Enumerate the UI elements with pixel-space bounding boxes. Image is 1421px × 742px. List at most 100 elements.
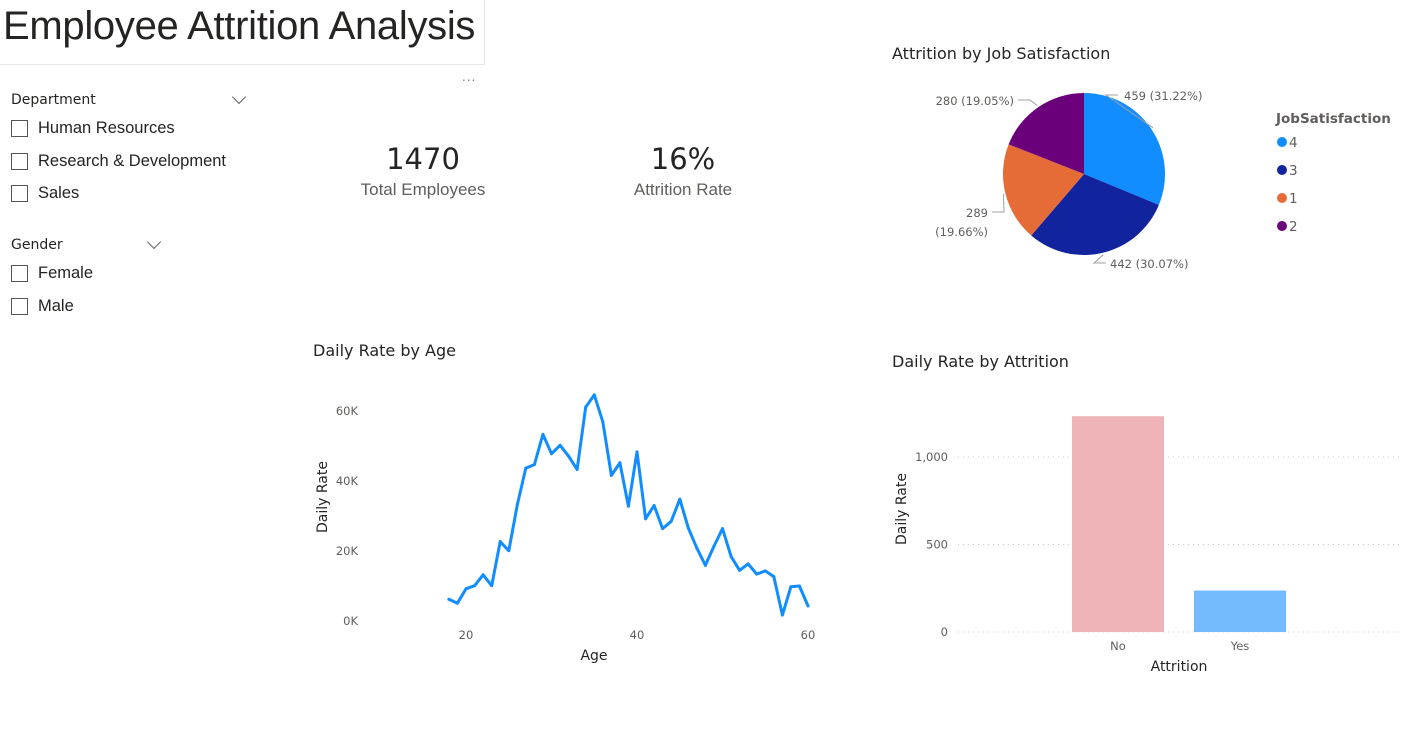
data-point[interactable] bbox=[584, 405, 588, 409]
option-label: Sales bbox=[38, 184, 80, 202]
y-tick-label: 20K bbox=[336, 544, 359, 558]
checkbox[interactable] bbox=[11, 298, 28, 315]
data-point[interactable] bbox=[515, 503, 519, 507]
data-point[interactable] bbox=[507, 549, 511, 553]
pie-data-label-3: 442 (30.07%) bbox=[1110, 257, 1188, 271]
y-tick-label: 60K bbox=[336, 404, 359, 418]
pie-data-label-1-value: 289 bbox=[966, 206, 988, 220]
legend-item-4[interactable]: 4 bbox=[1277, 135, 1298, 151]
data-point[interactable] bbox=[806, 604, 810, 608]
legend-label: 2 bbox=[1289, 219, 1298, 235]
data-point[interactable] bbox=[721, 527, 724, 531]
checkbox[interactable] bbox=[11, 265, 28, 282]
chevron-down-icon[interactable] bbox=[231, 89, 247, 105]
pie-slice-4[interactable] bbox=[1084, 93, 1165, 205]
y-tick-label: 0K bbox=[343, 614, 358, 628]
legend-marker bbox=[1277, 193, 1287, 203]
legend-title: JobSatisfaction bbox=[1275, 111, 1391, 127]
legend-marker bbox=[1277, 137, 1287, 147]
data-point[interactable] bbox=[464, 587, 468, 591]
data-point[interactable] bbox=[455, 601, 459, 605]
data-point[interactable] bbox=[550, 452, 553, 456]
data-point[interactable] bbox=[644, 517, 648, 521]
option-label: Research & Development bbox=[38, 152, 227, 170]
legend-marker bbox=[1277, 165, 1287, 175]
pie-slice-3[interactable] bbox=[1031, 174, 1159, 255]
data-point[interactable] bbox=[746, 562, 750, 566]
data-point[interactable] bbox=[661, 527, 665, 531]
data-point[interactable] bbox=[652, 504, 656, 507]
checkbox[interactable] bbox=[11, 185, 28, 202]
data-point[interactable] bbox=[755, 572, 759, 576]
data-point[interactable] bbox=[678, 497, 682, 501]
slicer-option-male[interactable]: Male bbox=[11, 297, 74, 316]
x-tick-label: Yes bbox=[1230, 639, 1250, 653]
leader-line bbox=[1104, 94, 1154, 129]
data-point[interactable] bbox=[703, 563, 707, 567]
data-point[interactable] bbox=[481, 573, 485, 577]
data-point[interactable] bbox=[601, 420, 605, 424]
data-point[interactable] bbox=[498, 540, 502, 544]
data-point[interactable] bbox=[780, 613, 784, 617]
y-axis-title: Daily Rate bbox=[315, 461, 331, 533]
data-point[interactable] bbox=[541, 432, 545, 436]
data-point[interactable] bbox=[447, 597, 451, 601]
bar-chart-title: Daily Rate by Attrition bbox=[892, 352, 1069, 371]
checkbox[interactable] bbox=[11, 153, 28, 170]
option-label: Male bbox=[38, 297, 74, 315]
data-point[interactable] bbox=[729, 555, 733, 559]
data-point[interactable] bbox=[686, 526, 690, 530]
legend-marker bbox=[1277, 221, 1287, 231]
slicer-option-female[interactable]: Female bbox=[11, 264, 93, 283]
slicer-title: Gender bbox=[11, 237, 63, 253]
data-point[interactable] bbox=[669, 519, 673, 523]
data-point[interactable] bbox=[763, 569, 767, 573]
pie-slice-2[interactable] bbox=[1008, 93, 1084, 174]
data-point[interactable] bbox=[532, 463, 536, 467]
line-chart-title: Daily Rate by Age bbox=[313, 341, 456, 360]
data-point[interactable] bbox=[635, 450, 639, 454]
slicer-option-sales[interactable]: Sales bbox=[11, 184, 79, 203]
legend-item-1[interactable]: 1 bbox=[1277, 191, 1298, 207]
data-point[interactable] bbox=[738, 568, 742, 572]
bar-yes[interactable] bbox=[1194, 590, 1286, 632]
data-point[interactable] bbox=[797, 584, 801, 588]
data-point[interactable] bbox=[567, 454, 571, 458]
department-slicer: Department Human Resources Research & De… bbox=[11, 89, 251, 210]
pie-chart: 459 (31.22%) 442 (30.07%) 289 (19.66%) 2… bbox=[935, 89, 1391, 271]
data-point[interactable] bbox=[626, 504, 630, 508]
data-point[interactable] bbox=[575, 467, 579, 471]
data-point[interactable] bbox=[524, 466, 528, 470]
pie-slice-1[interactable] bbox=[1003, 144, 1084, 236]
chevron-down-icon[interactable] bbox=[146, 234, 162, 250]
data-point[interactable] bbox=[490, 584, 494, 588]
more-options-icon[interactable]: ... bbox=[462, 70, 477, 84]
slicer-option-human-resources[interactable]: Human Resources bbox=[11, 119, 175, 138]
y-tick-label: 1,000 bbox=[915, 450, 948, 464]
y-tick-label: 500 bbox=[926, 538, 948, 552]
option-label: Human Resources bbox=[38, 119, 175, 137]
page-title: Employee Attrition Analysis bbox=[3, 4, 476, 48]
x-tick-label: No bbox=[1110, 639, 1126, 653]
x-axis-title: Age bbox=[580, 648, 607, 664]
data-point[interactable] bbox=[789, 585, 793, 589]
x-tick-label: 40 bbox=[630, 628, 645, 642]
data-point[interactable] bbox=[772, 575, 776, 579]
data-point[interactable] bbox=[558, 443, 562, 447]
data-point[interactable] bbox=[592, 393, 596, 397]
data-point[interactable] bbox=[695, 546, 699, 550]
kpi-card-total-employees: 1470 Total Employees bbox=[323, 142, 523, 200]
y-tick-label: 0 bbox=[941, 625, 948, 639]
leader-line bbox=[992, 194, 1005, 213]
pie-data-label-1-percent: (19.66%) bbox=[935, 225, 988, 239]
data-point[interactable] bbox=[609, 473, 613, 477]
data-point[interactable] bbox=[473, 584, 477, 588]
bar-no[interactable] bbox=[1072, 416, 1164, 632]
checkbox[interactable] bbox=[11, 120, 28, 137]
legend-item-3[interactable]: 3 bbox=[1277, 163, 1298, 179]
legend-item-2[interactable]: 2 bbox=[1277, 219, 1298, 235]
leader-line bbox=[1092, 254, 1106, 264]
data-point[interactable] bbox=[618, 461, 622, 465]
slicer-option-research-development[interactable]: Research & Development bbox=[11, 152, 226, 171]
data-point[interactable] bbox=[712, 544, 716, 548]
